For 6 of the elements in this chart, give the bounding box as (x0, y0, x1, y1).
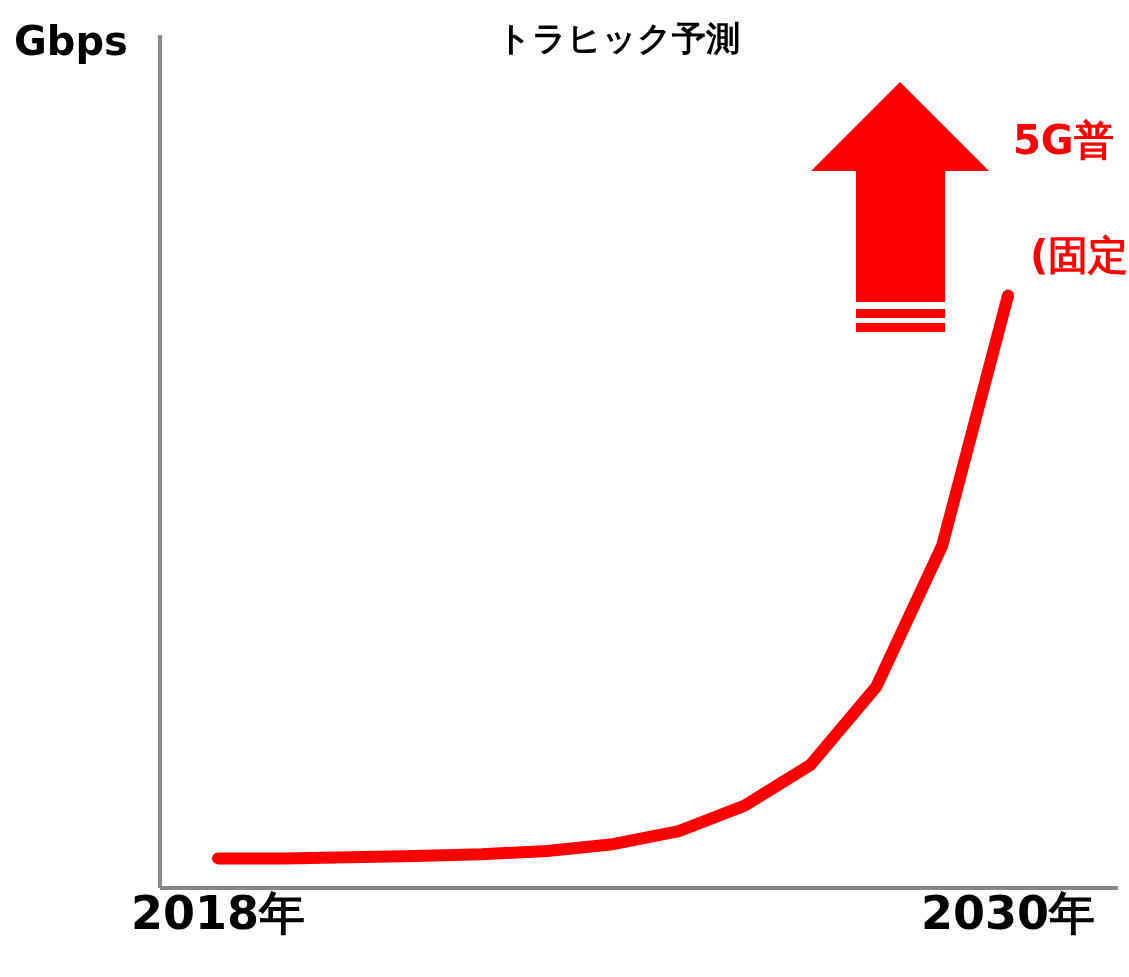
text: (固定 (1030, 231, 1129, 280)
chart-title: トラヒック予測 (495, 17, 741, 60)
x-tick-label: 2030年 (920, 885, 1096, 940)
text: 5G普 (1013, 116, 1114, 165)
text: Gbps (14, 18, 128, 64)
x-tick-label: 2018年 (130, 885, 306, 940)
